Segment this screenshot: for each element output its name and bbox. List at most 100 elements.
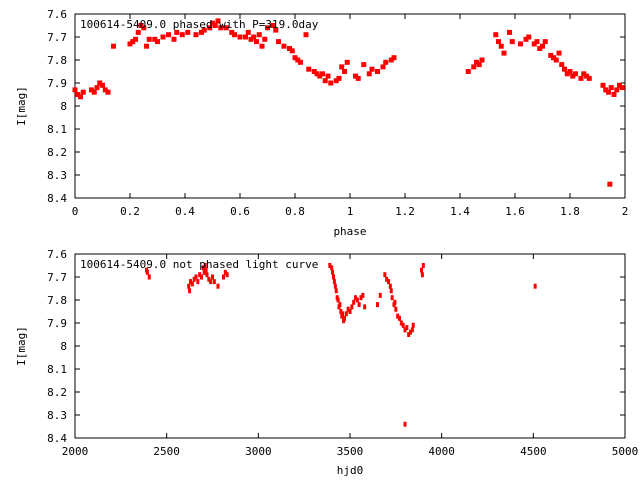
phased-x-tick-label: 0.6 — [230, 205, 250, 218]
phased-data-point — [578, 75, 584, 81]
phased-data-point — [185, 29, 191, 35]
unphased-data-point — [405, 325, 409, 331]
phased-data-point — [232, 32, 237, 38]
unphased-data-point — [339, 309, 343, 314]
unphased-data-point — [331, 269, 335, 275]
phased-data-point — [380, 64, 386, 70]
phased-x-tick-label: 0.2 — [120, 205, 140, 218]
phased-y-tick-label: 8 — [60, 100, 67, 113]
phased-data-point — [465, 69, 471, 74]
phased-data-point — [570, 73, 576, 79]
unphased-x-tick-label: 3000 — [245, 445, 272, 458]
phased-data-point — [72, 87, 78, 93]
unphased-x-tick-label: 4500 — [520, 445, 547, 458]
phased-data-point — [509, 39, 515, 45]
unphased-y-tick-label: 8.2 — [47, 386, 67, 399]
phased-x-tick-label: 1.4 — [450, 205, 470, 218]
phased-data-point — [474, 59, 479, 65]
phased-data-point — [548, 52, 554, 58]
unphased-data-point — [212, 279, 216, 285]
phased-data-point — [265, 25, 270, 31]
phased-data-point — [311, 69, 317, 74]
unphased-data-point — [211, 274, 214, 280]
unphased-data-point — [398, 315, 401, 321]
unphased-data-point — [198, 272, 202, 278]
phased-data-point — [581, 71, 587, 77]
unphased-data-point — [355, 297, 359, 303]
phased-data-point — [94, 85, 100, 91]
unphased-data-point — [352, 299, 356, 305]
phased-data-point — [287, 46, 292, 51]
phased-data-point — [391, 55, 397, 61]
unphased-data-point — [209, 279, 213, 285]
phased-data-point — [100, 82, 105, 88]
unphased-data-point — [348, 309, 352, 314]
unphased-data-point — [336, 297, 340, 303]
phased-data-point — [171, 36, 177, 42]
phased-data-point — [174, 29, 180, 35]
phased-data-point — [479, 57, 485, 63]
phased-x-tick-label: 0 — [72, 205, 79, 218]
phased-y-tick-label: 7.6 — [47, 8, 67, 21]
phased-data-point — [586, 75, 592, 81]
phased-data-point — [270, 23, 276, 28]
phased-data-point — [89, 87, 94, 93]
unphased-data-point — [350, 304, 354, 310]
phased-data-point — [493, 32, 499, 38]
phased-x-tick-label: 0.8 — [285, 205, 305, 218]
unphased-data-point — [205, 272, 209, 278]
phased-data-point — [97, 80, 103, 86]
phased-x-tick-label: 1 — [347, 205, 354, 218]
phased-data-point — [289, 48, 295, 54]
phased-data-point — [111, 43, 116, 49]
phased-data-point — [564, 71, 570, 77]
phased-data-point — [542, 39, 548, 45]
unphased-data-point — [203, 263, 207, 268]
phased-data-point — [606, 89, 611, 95]
phased-data-point — [551, 55, 556, 61]
unphased-data-point — [204, 267, 208, 273]
unphased-data-point — [396, 313, 400, 319]
phased-x-tick-label: 1.2 — [395, 205, 415, 218]
phased-data-point — [160, 34, 166, 40]
phased-data-point — [603, 87, 609, 93]
unphased-data-point — [383, 272, 387, 278]
unphased-y-tick-label: 8 — [60, 340, 67, 353]
phased-data-point — [91, 89, 97, 95]
unphased-y-tick-label: 7.6 — [47, 248, 67, 261]
unphased-data-point — [533, 283, 537, 289]
unphased-data-point — [222, 274, 225, 280]
unphased-data-point — [401, 322, 405, 328]
phased-data-point — [556, 50, 562, 56]
unphased-data-point — [223, 269, 227, 275]
unphased-data-point — [407, 332, 411, 337]
phased-data-point — [342, 69, 347, 74]
unphased-data-point — [385, 276, 389, 282]
phased-data-point — [501, 50, 507, 56]
phased-data-point — [366, 71, 372, 77]
phased-data-point — [152, 36, 158, 42]
unphased-data-point — [216, 283, 220, 289]
phased-data-point — [193, 32, 199, 38]
unphased-data-point — [403, 327, 407, 333]
phased-data-point — [388, 57, 394, 63]
phased-data-point — [507, 29, 512, 35]
unphased-data-point — [393, 299, 397, 305]
unphased-y-tick-label: 8.4 — [47, 432, 67, 445]
phased-data-point — [518, 41, 523, 47]
unphased-data-point — [389, 288, 393, 294]
phased-y-ticks: 7.6 7.7 7.8 7.9 8 8.1 8.2 8.3 8.4 — [47, 8, 625, 205]
phased-data-point — [127, 41, 133, 47]
phased-y-tick-label: 7.7 — [47, 31, 67, 44]
phased-x-ticks: 0 0.2 0.4 0.6 0.8 1 1.2 1.4 1.6 1.8 2 — [72, 14, 629, 218]
phased-data-point — [218, 25, 224, 31]
phased-data-point — [553, 57, 559, 63]
phased-data-point — [523, 36, 529, 42]
phased-data-point — [540, 43, 545, 49]
phased-data-point — [476, 62, 482, 68]
unphased-data-point — [354, 295, 357, 301]
unphased-data-point — [189, 279, 192, 285]
phased-x-tick-label: 2 — [622, 205, 629, 218]
phased-data-point — [611, 92, 617, 97]
